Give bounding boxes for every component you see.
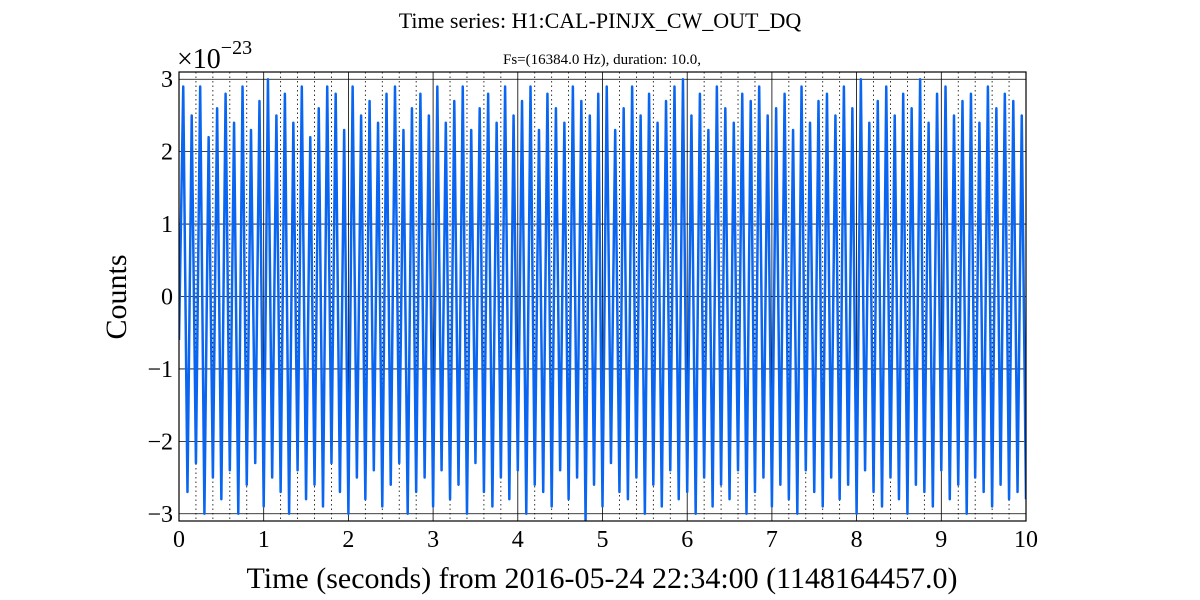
x-tick-label: 9 bbox=[935, 527, 947, 553]
y-tick-label: −3 bbox=[147, 502, 173, 528]
y-offset: ×10−23 bbox=[177, 37, 252, 75]
y-tick-label: 2 bbox=[161, 140, 173, 166]
x-tick-label: 2 bbox=[342, 527, 354, 553]
x-tick-label: 0 bbox=[173, 527, 185, 553]
x-tick-label: 8 bbox=[851, 527, 863, 553]
x-tick-label: 10 bbox=[1014, 527, 1038, 553]
x-axis-label: Time (seconds) from 2016-05-24 22:34:00 … bbox=[246, 562, 957, 595]
x-tick-label: 7 bbox=[766, 527, 778, 553]
x-tick-label: 4 bbox=[512, 527, 524, 553]
x-tick-label: 3 bbox=[427, 527, 439, 553]
plot-frame bbox=[178, 71, 1027, 522]
y-offset-base: ×10 bbox=[177, 44, 221, 75]
plot-area bbox=[179, 77, 1026, 521]
y-offset-exponent: −23 bbox=[221, 37, 252, 59]
x-tick-label: 5 bbox=[597, 527, 609, 553]
y-tick-label: −1 bbox=[147, 357, 173, 383]
y-tick-label: 3 bbox=[161, 67, 173, 93]
data-line bbox=[179, 77, 1026, 521]
chart-subtitle: Fs=(16384.0 Hz), duration: 10.0, bbox=[503, 52, 701, 68]
tick-labels: 0 1 2 3 4 5 6 7 8 9 10 −3 −2 −1 0 1 2 3 bbox=[147, 67, 1038, 553]
x-tick-label: 1 bbox=[258, 527, 270, 553]
y-tick-label: −2 bbox=[147, 429, 173, 455]
y-tick-label: 1 bbox=[161, 212, 173, 238]
y-tick-label: 0 bbox=[161, 285, 173, 311]
x-tick-label: 6 bbox=[681, 527, 693, 553]
y-axis-label: Counts bbox=[100, 254, 133, 339]
chart-title: Time series: H1:CAL-PINJX_CW_OUT_DQ bbox=[399, 8, 802, 33]
